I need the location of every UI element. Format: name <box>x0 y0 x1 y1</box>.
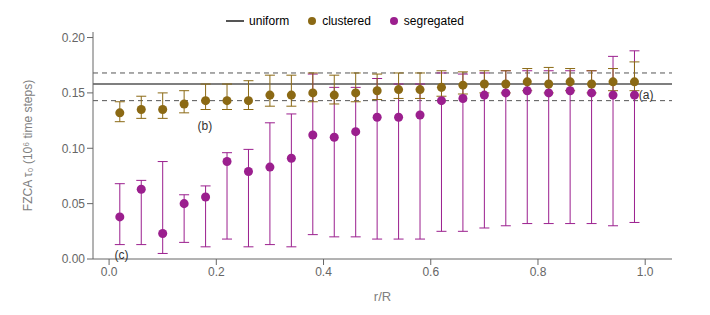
svg-text:(c): (c) <box>114 248 128 262</box>
svg-text:(b): (b) <box>198 119 213 133</box>
svg-text:0.00: 0.00 <box>62 252 86 266</box>
svg-text:0.6: 0.6 <box>422 265 439 279</box>
svg-text:0.15: 0.15 <box>62 86 86 100</box>
svg-text:r/R: r/R <box>374 289 391 304</box>
svg-text:FZCA τ₀ (10⁶ time steps): FZCA τ₀ (10⁶ time steps) <box>21 80 35 211</box>
svg-text:0.4: 0.4 <box>315 265 332 279</box>
svg-text:0.2: 0.2 <box>208 265 225 279</box>
html-text:segregated: segregated <box>403 14 464 28</box>
svg-text:0.20: 0.20 <box>62 31 86 45</box>
svg-text:1.0: 1.0 <box>637 265 654 279</box>
svg-text:(a): (a) <box>639 88 654 102</box>
svg-text:0.8: 0.8 <box>530 265 547 279</box>
html-text:uniform: uniform <box>249 14 290 28</box>
svg-text:0.05: 0.05 <box>62 197 86 211</box>
html-text:clustered: clustered <box>322 14 371 28</box>
svg-text:0.10: 0.10 <box>62 142 86 156</box>
svg-text:0.0: 0.0 <box>101 265 118 279</box>
